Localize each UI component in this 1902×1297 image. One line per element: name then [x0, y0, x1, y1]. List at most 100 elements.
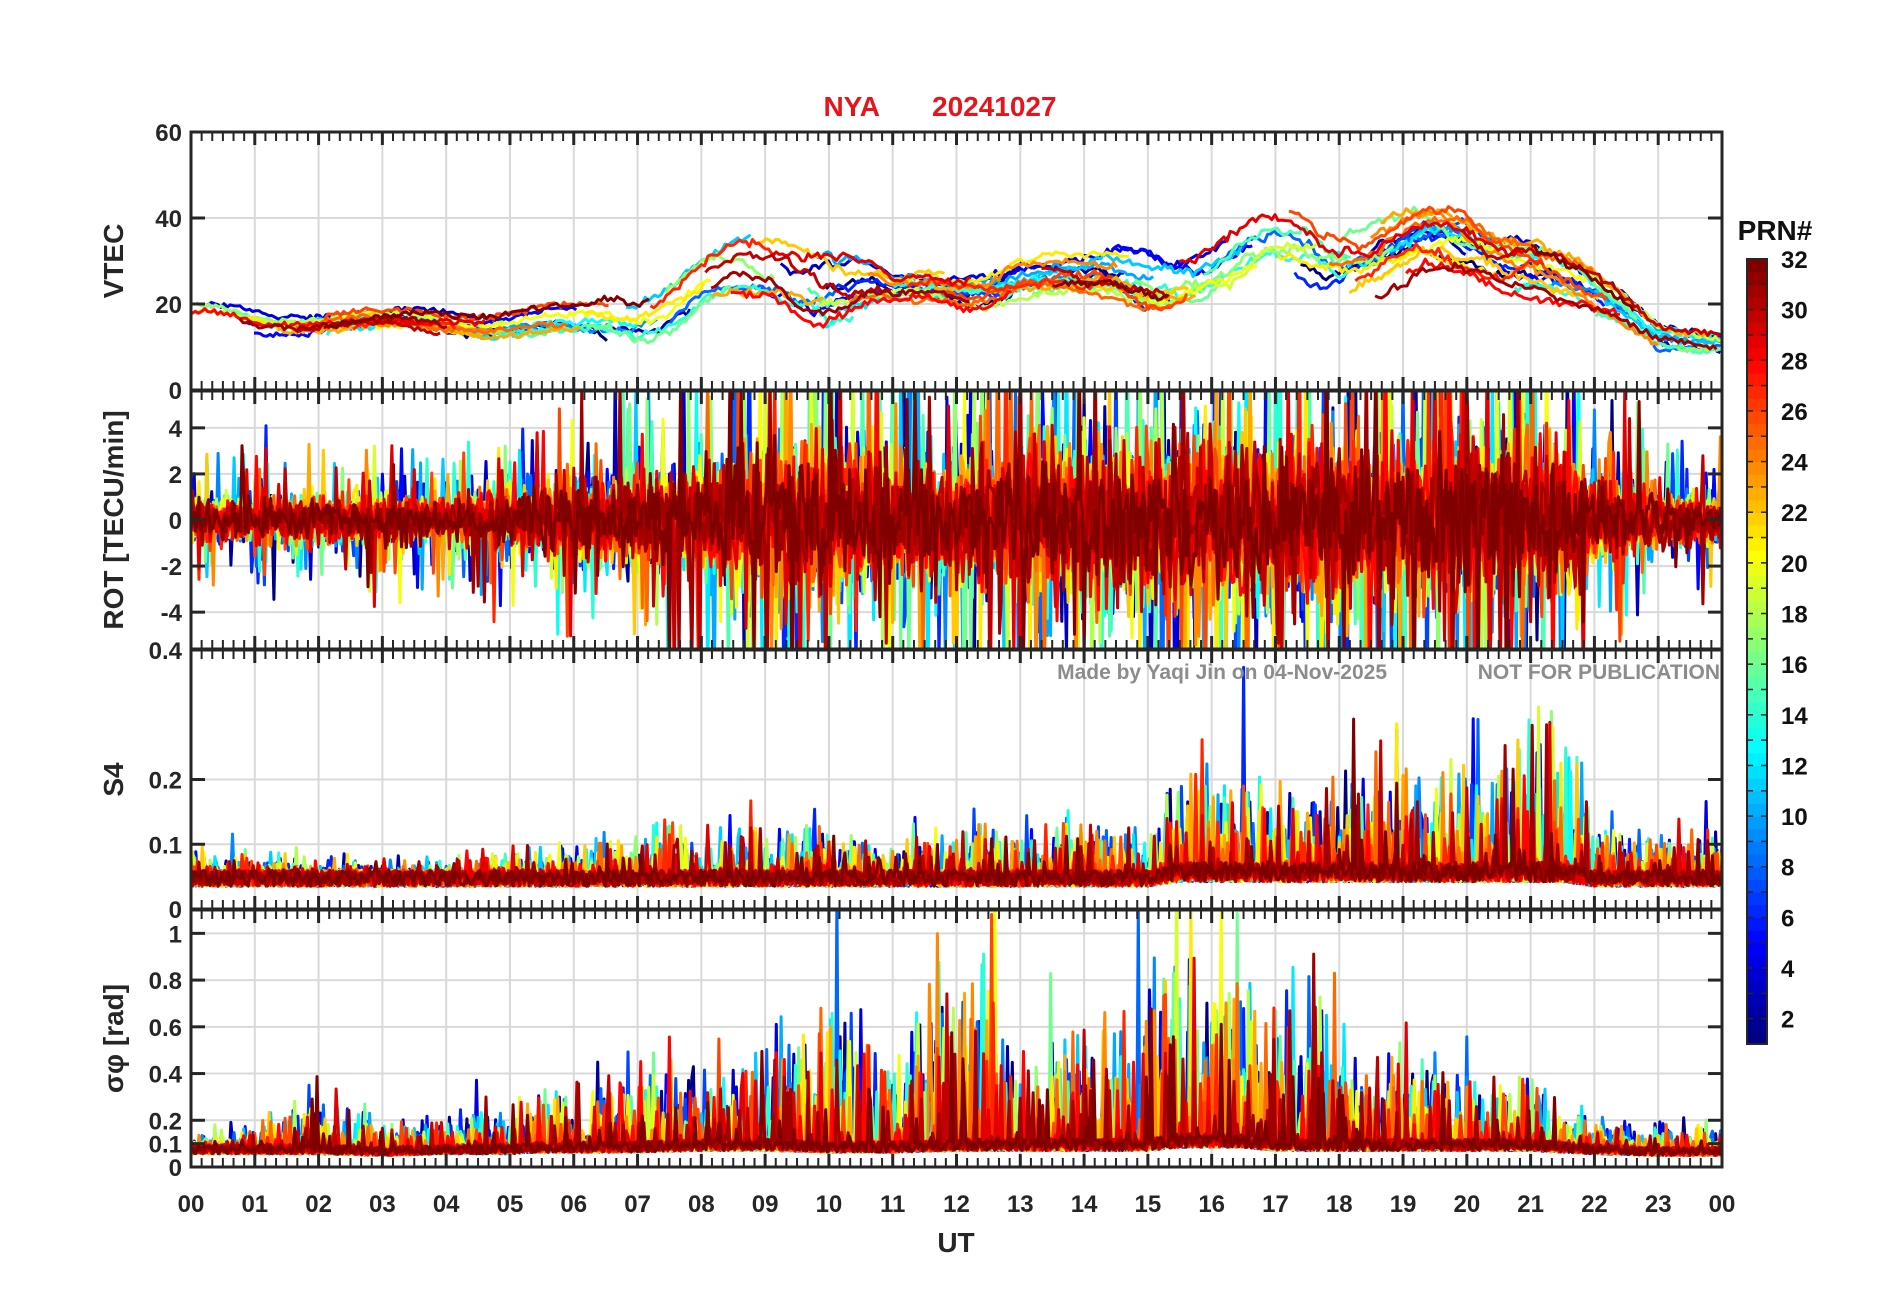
- trace-prn-21: [584, 282, 705, 323]
- colorbar-swatch: [1747, 980, 1767, 994]
- vtec-ytick-label: 40: [155, 206, 182, 233]
- trace-prn-32: [1052, 278, 1169, 302]
- rot-ylabel: ROT [TECU/min]: [98, 410, 129, 629]
- trace-prn-32: [191, 717, 1722, 888]
- x-tick-label: 16: [1198, 1191, 1225, 1218]
- vtec-traces: [191, 205, 1722, 355]
- colorbar-swatch: [1747, 942, 1767, 956]
- colorbar-swatch: [1747, 879, 1767, 893]
- colorbar-swatch: [1747, 816, 1767, 830]
- x-tick-label: 20: [1453, 1191, 1480, 1218]
- colorbar-swatch: [1747, 752, 1767, 767]
- s4-ytick-label: 0.1: [149, 832, 182, 859]
- colorbar-swatch: [1747, 778, 1767, 792]
- colorbar-swatch: [1747, 436, 1767, 450]
- x-tick-label: 14: [1071, 1191, 1098, 1218]
- sigma_phi-ytick-label: 0.2: [149, 1108, 182, 1135]
- colorbar-swatch: [1747, 562, 1767, 577]
- trace-prn-28: [191, 307, 442, 329]
- trace-prn-27: [1354, 242, 1545, 284]
- colorbar-swatch: [1747, 512, 1767, 526]
- colorbar-swatch: [1747, 765, 1767, 779]
- trace-prn-26: [1288, 205, 1609, 301]
- x-tick-label: 01: [241, 1191, 268, 1218]
- s4-ytick-label: 0.2: [149, 768, 182, 795]
- trace-prn-27: [649, 238, 776, 310]
- colorbar-swatch: [1747, 626, 1767, 640]
- x-tick-label: 05: [497, 1191, 524, 1218]
- colorbar-swatch: [1747, 993, 1767, 1007]
- colorbar-swatch: [1747, 1006, 1767, 1020]
- colorbar-tick-label: 12: [1781, 753, 1808, 780]
- x-tick-label: 18: [1326, 1191, 1353, 1218]
- colorbar-swatch: [1747, 360, 1767, 374]
- colorbar-swatch: [1747, 524, 1767, 539]
- trace-prn-31: [710, 270, 970, 317]
- colorbar-swatch: [1747, 841, 1767, 855]
- colorbar-swatch: [1747, 904, 1767, 918]
- colorbar-tick-label: 30: [1781, 298, 1808, 325]
- s4-ytick-label: 0.4: [149, 638, 183, 665]
- trace-prn-30: [1460, 228, 1721, 337]
- colorbar-swatch: [1747, 1018, 1767, 1032]
- watermark-author: Made by Yaqi Jin on 04-Nov-2025: [1057, 661, 1387, 684]
- colorbar-frame: [1746, 258, 1768, 1045]
- colorbar-swatch: [1747, 410, 1767, 425]
- colorbar-swatch: [1747, 790, 1767, 805]
- x-tick-label: 00: [178, 1191, 205, 1218]
- panel-s4: 0 0.1 0.2 0.4 S4: [98, 638, 1724, 924]
- colorbar-swatch: [1747, 892, 1767, 906]
- s4-ylabel: S4: [98, 762, 129, 797]
- trace-prn-32: [1531, 244, 1635, 312]
- trace-prn-16: [585, 284, 731, 345]
- colorbar-swatch: [1747, 740, 1767, 754]
- x-axis-label: UT: [937, 1227, 974, 1258]
- colorbar-swatch: [1747, 296, 1767, 311]
- vtec-ytick-label: 0: [169, 378, 182, 405]
- trace-prn-11: [950, 246, 1243, 293]
- colorbar-swatch: [1747, 448, 1767, 463]
- x-tick-label: 09: [752, 1191, 779, 1218]
- trace-prn-19: [1213, 241, 1318, 291]
- trace-prn-25: [294, 313, 568, 335]
- colorbar-swatch: [1747, 854, 1767, 868]
- panel-sigma_phi: 00.10.2 0.4 0.6 0.8 1 σφ [rad]: [98, 908, 1724, 1182]
- colorbar-swatch: [1747, 714, 1767, 729]
- colorbar-swatch: [1747, 664, 1767, 678]
- panel-vtec: 0 20 40 60 VTEC: [98, 120, 1724, 405]
- trace-prn-27: [906, 274, 1113, 292]
- x-tick-label: 21: [1517, 1191, 1544, 1218]
- colorbar-swatch: [1747, 461, 1767, 475]
- x-tick-label: 15: [1135, 1191, 1162, 1218]
- x-tick-labels: 00 01 02 03 04 05 06 07 08 09 10 11 12 13 14 15 16 17 18 19…: [178, 1191, 1736, 1218]
- trace-prn-21: [1277, 249, 1502, 281]
- trace-prn-29: [1178, 213, 1524, 265]
- colorbar-tick-label: 26: [1781, 399, 1808, 426]
- colorbar-swatch: [1747, 486, 1767, 501]
- colorbar-swatch: [1747, 398, 1767, 412]
- colorbar-tick-label: 4: [1781, 956, 1795, 983]
- colorbar-swatch: [1747, 917, 1767, 931]
- x-tick-label: 17: [1262, 1191, 1289, 1218]
- colorbar-swatch: [1747, 930, 1767, 944]
- trace-prn-14: [517, 284, 855, 342]
- colorbar-swatch: [1747, 955, 1767, 969]
- sigma_phi-ytick-label: 0.6: [149, 1015, 182, 1042]
- colorbar-swatch: [1747, 474, 1767, 488]
- colorbar-swatch: [1747, 322, 1767, 336]
- colorbar-swatch: [1747, 638, 1767, 653]
- colorbar-swatch: [1747, 727, 1767, 741]
- x-tick-label: 11: [880, 1191, 905, 1218]
- trace-prn-17: [664, 251, 776, 294]
- sigma_phi-ytick-label: 0.8: [149, 968, 182, 995]
- s4-traces: [191, 665, 1722, 888]
- colorbar-swatch: [1747, 284, 1767, 298]
- trace-prn-31: [238, 314, 448, 333]
- x-tick-label: 10: [816, 1191, 843, 1218]
- colorbar-swatch: [1747, 588, 1767, 602]
- colorbar-tick-label: 10: [1781, 804, 1808, 831]
- x-tick-label: 00: [1709, 1191, 1736, 1218]
- colorbar-tick-label: 14: [1781, 703, 1808, 730]
- s4-ytick-label: 0: [169, 897, 182, 924]
